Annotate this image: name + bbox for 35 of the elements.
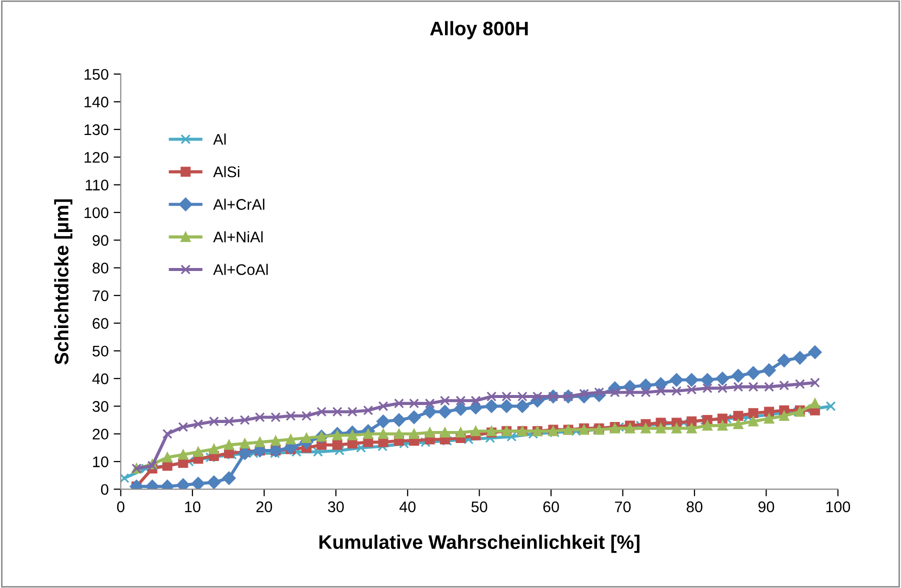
x-tick-label: 90 bbox=[758, 501, 774, 512]
x-tick-label: 50 bbox=[471, 501, 488, 512]
chart-title: Alloy 800H bbox=[430, 21, 528, 40]
y-tick-label: 110 bbox=[86, 180, 108, 190]
x-tick-label: 0 bbox=[117, 501, 124, 512]
y-tick-label: 70 bbox=[92, 290, 108, 302]
legend-label: Al bbox=[213, 134, 226, 145]
y-tick-label: 0 bbox=[101, 484, 108, 495]
y-tick-label: 40 bbox=[92, 373, 108, 384]
y-axis-title: Schichtdicke [µm] bbox=[54, 199, 72, 364]
y-tick-label: 130 bbox=[84, 124, 108, 136]
y-tick-label: 150 bbox=[84, 68, 108, 80]
x-tick-label: 80 bbox=[686, 501, 702, 512]
legend-label: Al+NiAl bbox=[213, 231, 263, 242]
y-tick-label: 10 bbox=[93, 456, 108, 468]
y-tick-label: 100 bbox=[84, 207, 108, 218]
x-tick-label: 60 bbox=[543, 501, 559, 512]
legend-label: Al+CrAl bbox=[213, 198, 264, 210]
y-tick-label: 80 bbox=[92, 262, 108, 274]
y-tick-label: 50 bbox=[92, 346, 108, 357]
x-tick-label: 20 bbox=[256, 501, 272, 512]
x-tick-label: 40 bbox=[399, 501, 416, 512]
y-tick-label: 120 bbox=[84, 152, 108, 163]
x-tick-label: 70 bbox=[615, 501, 631, 512]
x-axis-title: Kumulative Wahrscheinlichkeit [%] bbox=[319, 534, 640, 553]
y-tick-label: 90 bbox=[92, 235, 108, 246]
y-tick-label: 30 bbox=[92, 401, 108, 412]
y-tick-label: 140 bbox=[84, 96, 108, 108]
y-tick-label: 60 bbox=[92, 318, 108, 329]
x-tick-label: 100 bbox=[826, 501, 850, 512]
x-tick-label: 10 bbox=[185, 501, 200, 512]
legend-label: Al+CoAl bbox=[213, 264, 268, 276]
legend-label: AlSi bbox=[213, 166, 240, 178]
y-tick-label: 20 bbox=[92, 428, 108, 440]
x-tick-label: 30 bbox=[328, 501, 344, 512]
